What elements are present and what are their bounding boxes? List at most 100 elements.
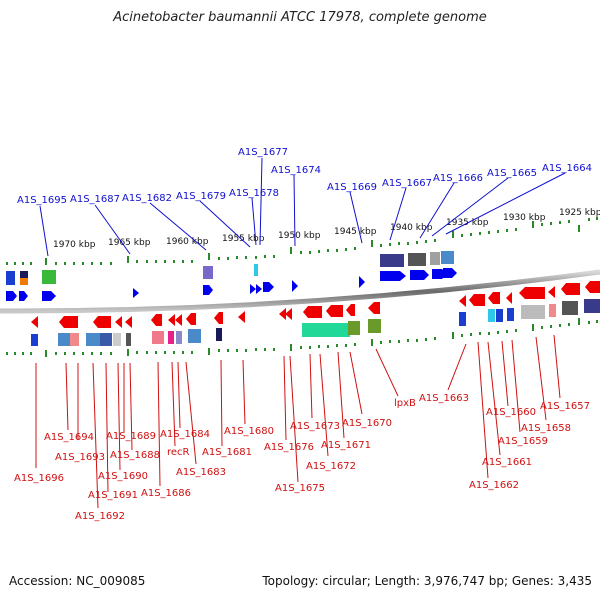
gene-A1S_1684 bbox=[175, 314, 182, 326]
gene-A1S_1695 bbox=[6, 291, 17, 301]
gene-A1S_1681 bbox=[214, 312, 223, 324]
forward-genes bbox=[6, 268, 457, 301]
kbp-label-1945: 1945 kbp bbox=[334, 227, 377, 237]
kbp-tick-labels: 1970 kbp 1965 kbp 1960 kbp 1955 kbp 1950… bbox=[53, 208, 600, 250]
label-A1S_1680: A1S_1680 bbox=[224, 426, 274, 437]
gene-A1S_1678 bbox=[250, 284, 256, 294]
map-title: Acinetobacter baumannii ATCC 17978, comp… bbox=[113, 10, 487, 25]
gene-A1S_1686 bbox=[151, 314, 162, 326]
label-A1S_1686: A1S_1686 bbox=[141, 488, 191, 499]
gene-A1S_1659 bbox=[519, 287, 545, 299]
label-lpxB: lpxB bbox=[394, 398, 416, 409]
label-A1S_1695: A1S_1695 bbox=[17, 195, 67, 206]
label-A1S_1682: A1S_1682 bbox=[122, 193, 172, 204]
reverse-domain-boxes bbox=[31, 299, 600, 346]
gene-A1S_1680 bbox=[238, 311, 245, 323]
gene-A1S_1669 bbox=[359, 276, 365, 288]
forward-gene-labels: A1S_1695 A1S_1687 A1S_1682 A1S_1679 A1S_… bbox=[17, 147, 592, 206]
upper-tick-row bbox=[6, 217, 598, 265]
label-A1S_1669: A1S_1669 bbox=[327, 182, 377, 193]
label-A1S_1678: A1S_1678 bbox=[229, 188, 279, 199]
gene-A1S_1660 bbox=[506, 292, 512, 304]
gene-A1S_1676 bbox=[279, 308, 286, 320]
gene-A1S_1677 bbox=[256, 284, 262, 294]
gene-A1S_1679 bbox=[203, 285, 213, 295]
label-A1S_1676: A1S_1676 bbox=[264, 442, 314, 453]
label-A1S_1660: A1S_1660 bbox=[486, 407, 536, 418]
topology-text: Topology: circular; Length: 3,976,747 bp… bbox=[262, 574, 592, 588]
accession-text: Accession: NC_009085 bbox=[9, 574, 146, 588]
kbp-label-1930: 1930 kbp bbox=[503, 213, 546, 223]
label-A1S_1675: A1S_1675 bbox=[275, 483, 325, 494]
gene-A1S_1674 bbox=[292, 280, 298, 292]
label-A1S_1689: A1S_1689 bbox=[106, 431, 156, 442]
label-A1S_1672: A1S_1672 bbox=[306, 461, 356, 472]
label-A1S_1658: A1S_1658 bbox=[521, 423, 571, 434]
kbp-label-1955: 1955 kbp bbox=[222, 234, 265, 244]
label-A1S_1690: A1S_1690 bbox=[98, 471, 148, 482]
label-A1S_1661: A1S_1661 bbox=[482, 457, 532, 468]
label-A1S_1666: A1S_1666 bbox=[433, 173, 483, 184]
forward-leader-lines bbox=[39, 157, 566, 257]
gene-A1S_1667 bbox=[380, 271, 406, 281]
kbp-label-1960: 1960 kbp bbox=[166, 237, 209, 247]
gene-A1S_1696 bbox=[31, 316, 38, 328]
label-A1S_1696: A1S_1696 bbox=[14, 473, 64, 484]
label-A1S_1681: A1S_1681 bbox=[202, 447, 252, 458]
label-A1S_1657: A1S_1657 bbox=[540, 401, 590, 412]
label-A1S_1692: A1S_1692 bbox=[75, 511, 125, 522]
gene-A1S_1682 bbox=[133, 288, 139, 298]
label-A1S_1674: A1S_1674 bbox=[271, 165, 321, 176]
gene-recR bbox=[168, 314, 175, 326]
label-A1S_1662: A1S_1662 bbox=[469, 480, 519, 491]
gene-A1S_1664 bbox=[443, 268, 457, 278]
reverse-genes bbox=[31, 281, 600, 328]
label-A1S_1687: A1S_1687 bbox=[70, 194, 120, 205]
label-A1S_1691: A1S_1691 bbox=[88, 490, 138, 501]
gene-A1S_1666 bbox=[410, 270, 429, 280]
label-A1S_1659: A1S_1659 bbox=[498, 436, 548, 447]
gene-A1S_1657 bbox=[561, 283, 580, 295]
reverse-gene-labels: A1S_1696 A1S_1694 A1S_1693 A1S_1692 A1S_… bbox=[14, 393, 590, 522]
gene-A1S_1694 bbox=[59, 316, 78, 328]
label-A1S_1677: A1S_1677 bbox=[238, 147, 288, 158]
label-A1S_1673: A1S_1673 bbox=[290, 421, 340, 432]
gene-A1S_1663 bbox=[459, 295, 466, 307]
gene-fwd-b bbox=[19, 291, 28, 301]
label-A1S_1670: A1S_1670 bbox=[342, 418, 392, 429]
label-A1S_1667: A1S_1667 bbox=[382, 178, 432, 189]
gene-A1S_1670 bbox=[368, 302, 380, 314]
label-recR: recR bbox=[167, 447, 190, 458]
gene-A1S_1675 bbox=[285, 308, 292, 320]
label-A1S_1694: A1S_1694 bbox=[44, 432, 94, 443]
label-A1S_1688: A1S_1688 bbox=[110, 450, 160, 461]
gene-A1S_1689 bbox=[125, 316, 132, 328]
lower-tick-row bbox=[6, 318, 598, 357]
gene-A1S_1687 bbox=[42, 291, 56, 301]
label-A1S_1679: A1S_1679 bbox=[176, 191, 226, 202]
gene-A1S_1690 bbox=[115, 316, 122, 328]
gene-A1S_1673 bbox=[303, 306, 322, 318]
reverse-leader-lines bbox=[35, 334, 561, 509]
gene-A1S_1662 bbox=[469, 294, 485, 306]
gene-A1S_1683 bbox=[186, 313, 196, 325]
label-A1S_1671: A1S_1671 bbox=[321, 440, 371, 451]
kbp-label-1970: 1970 kbp bbox=[53, 240, 96, 250]
forward-domain-boxes bbox=[6, 251, 454, 285]
gene-A1S_1672 bbox=[326, 305, 343, 317]
kbp-label-1950: 1950 kbp bbox=[278, 231, 321, 241]
label-A1S_1664: A1S_1664 bbox=[542, 163, 592, 174]
label-A1S_1663: A1S_1663 bbox=[419, 393, 469, 404]
label-A1S_1693: A1S_1693 bbox=[55, 452, 105, 463]
kbp-label-1965: 1965 kbp bbox=[108, 238, 151, 248]
kbp-label-1940: 1940 kbp bbox=[390, 223, 433, 233]
label-A1S_1683: A1S_1683 bbox=[176, 467, 226, 478]
gene-A1S_1692 bbox=[93, 316, 111, 328]
gene-A1S_1661 bbox=[488, 292, 500, 304]
gene-A1S_1671 bbox=[346, 304, 355, 316]
gene-rev-edge bbox=[585, 281, 600, 293]
gene-A1S_1658 bbox=[548, 286, 555, 298]
kbp-label-1925: 1925 kbp bbox=[559, 208, 600, 218]
gene-A1S_1676b bbox=[263, 282, 274, 292]
